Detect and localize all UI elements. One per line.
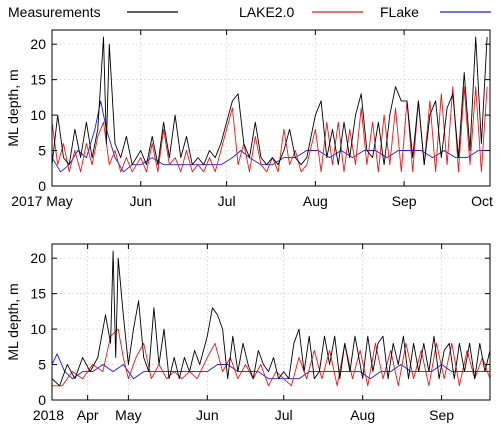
legend-label-0: Measurements: [8, 4, 101, 20]
legend-label-2: FLake: [380, 4, 419, 20]
series-line-lake2-0: [51, 86, 488, 173]
plot-frame: [51, 243, 491, 401]
y-tick-label: 0: [38, 392, 46, 408]
y-tick-label: 20: [30, 250, 46, 266]
y-tick-label: 10: [30, 321, 46, 337]
legend-label-1: LAKE2.0: [239, 4, 294, 20]
panel-2017: 0 5 10 15 20 2017 May Jun Jul Aug Sep Oct ML depth,…: [5, 29, 493, 209]
x-tick-label: May: [115, 407, 141, 423]
x-tick-label: Oct: [471, 193, 493, 209]
y-tick-label: 10: [30, 107, 46, 123]
x-tick-label: Jun: [129, 193, 152, 209]
x-tick-label: Aug: [303, 193, 328, 209]
plot-frame: [51, 29, 491, 187]
x-tick-label: Sep: [392, 193, 417, 209]
series-line-flake: [51, 353, 490, 380]
x-tick-label: Jul: [218, 193, 236, 209]
x-tick-label: Sep: [429, 407, 454, 423]
series-line-lake2-0: [52, 328, 491, 387]
y-tick-label: 15: [30, 286, 46, 302]
series-line-measurements: [51, 36, 488, 166]
y-tick-label: 0: [38, 178, 46, 194]
panel-2018: 0 5 10 15 20 2018 Apr May Jun Jul Aug Sep ML depth, …: [5, 243, 491, 423]
legend: Measurements LAKE2.0 FLake: [8, 4, 491, 20]
x-tick-label: 2018: [33, 407, 64, 423]
y-tick-label: 15: [30, 72, 46, 88]
y-tick-label: 5: [38, 357, 46, 373]
x-tick-label: Apr: [77, 407, 99, 423]
x-tick-label: Jul: [275, 407, 293, 423]
x-tick-label: 2017 May: [11, 193, 72, 209]
series-line-measurements: [51, 250, 491, 387]
y-axis-label: ML depth, m: [5, 69, 21, 146]
y-tick-label: 20: [30, 36, 46, 52]
y-axis-label: ML depth, m: [5, 283, 21, 360]
x-tick-label: Aug: [350, 407, 375, 423]
x-tick-label: Jun: [196, 407, 219, 423]
y-tick-label: 5: [38, 143, 46, 159]
